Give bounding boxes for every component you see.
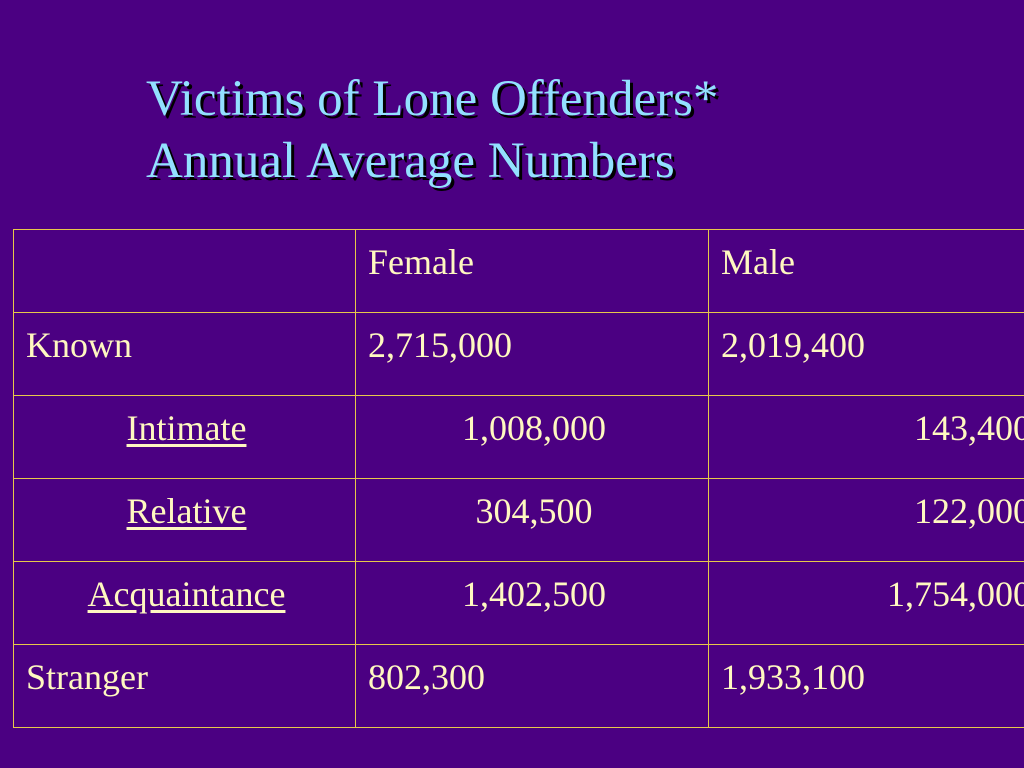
intimate-link[interactable]: Intimate <box>126 408 247 448</box>
row-label-stranger: Stranger <box>13 644 356 728</box>
table-row-relative: Relative 304,500 122,000 <box>13 478 1024 562</box>
cell-relative-female: 304,500 <box>355 478 709 562</box>
table-row-stranger: Stranger 802,300 1,933,100 <box>13 644 1024 728</box>
cell-stranger-female: 802,300 <box>355 644 709 728</box>
relative-link[interactable]: Relative <box>126 491 247 531</box>
cell-acquaintance-male: 1,754,000 <box>708 561 1024 645</box>
table-row-known: Known 2,715,000 2,019,400 <box>13 312 1024 396</box>
header-cell-male: Male <box>708 229 1024 313</box>
table-row-acquaintance: Acquaintance 1,402,500 1,754,000 <box>13 561 1024 645</box>
slide-title: Victims of Lone Offenders* Annual Averag… <box>146 68 718 192</box>
cell-stranger-male: 1,933,100 <box>708 644 1024 728</box>
cell-intimate-male: 143,400 <box>708 395 1024 479</box>
table-header-row: Female Male <box>13 229 1024 313</box>
cell-acquaintance-female: 1,402,500 <box>355 561 709 645</box>
header-cell-empty <box>13 229 356 313</box>
acquaintance-link[interactable]: Acquaintance <box>87 574 286 614</box>
cell-intimate-female: 1,008,000 <box>355 395 709 479</box>
title-line-1: Victims of Lone Offenders* <box>146 71 719 127</box>
row-label-cell-acquaintance: Acquaintance <box>13 561 356 645</box>
cell-relative-male: 122,000 <box>708 478 1024 562</box>
row-label-cell-relative: Relative <box>13 478 356 562</box>
header-cell-female: Female <box>355 229 709 313</box>
row-label-known: Known <box>13 312 356 396</box>
table-row-intimate: Intimate 1,008,000 143,400 <box>13 395 1024 479</box>
row-label-cell-intimate: Intimate <box>13 395 356 479</box>
title-line-2: Annual Average Numbers <box>146 133 675 189</box>
victims-table: Female Male Known 2,715,000 2,019,400 In… <box>13 229 1024 728</box>
cell-known-male: 2,019,400 <box>708 312 1024 396</box>
cell-known-female: 2,715,000 <box>355 312 709 396</box>
